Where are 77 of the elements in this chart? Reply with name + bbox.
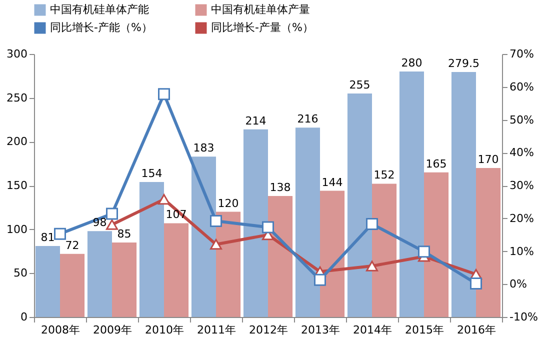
- y-tick-label: 250: [6, 91, 28, 104]
- data-label: 170: [478, 152, 499, 166]
- point: [418, 246, 430, 258]
- point: [210, 239, 222, 250]
- data-label: 152: [374, 168, 395, 182]
- data-label: 72: [65, 238, 80, 252]
- point: [314, 274, 326, 286]
- bar: [347, 93, 372, 317]
- point: [158, 194, 170, 205]
- bar: [139, 182, 164, 317]
- point: [106, 208, 118, 220]
- legend-label: 同比增长-产能（%）: [50, 21, 152, 34]
- x-tick-label: 2009年: [93, 324, 132, 336]
- point: [262, 221, 274, 234]
- data-label: 120: [218, 196, 239, 210]
- bar: [399, 72, 424, 317]
- point: [106, 219, 118, 230]
- x-tick-label: 2015年: [405, 324, 444, 336]
- bar: [424, 172, 449, 317]
- data-label: 165: [426, 157, 447, 170]
- x-tick-label: 2008年: [41, 324, 80, 336]
- point: [54, 228, 66, 240]
- data-label: 216: [297, 112, 318, 126]
- y2-tick-label: -10%: [510, 310, 538, 324]
- y-tick-label: 150: [6, 179, 28, 192]
- legend-label: 中国有机硅单体产量: [211, 3, 310, 16]
- data-label: 98: [92, 216, 107, 230]
- y-tick-label: 200: [6, 135, 28, 148]
- data-label: 85: [117, 227, 132, 240]
- y-tick-label: 300: [6, 48, 28, 60]
- y2-tick-label: 0%: [510, 278, 527, 291]
- bar: [191, 156, 216, 317]
- point: [470, 277, 482, 290]
- bar: [295, 128, 320, 317]
- bar: [164, 223, 189, 317]
- point: [366, 260, 378, 272]
- x-tick-label: 2010年: [145, 324, 184, 336]
- point: [210, 215, 222, 227]
- bar: [268, 196, 293, 317]
- bar: [320, 190, 345, 317]
- x-tick-label: 2013年: [301, 324, 340, 336]
- data-label: 255: [349, 78, 370, 92]
- y-tick-label: 0: [20, 310, 28, 324]
- data-label: 154: [141, 166, 162, 180]
- bar: [60, 254, 85, 317]
- bar: [87, 231, 112, 317]
- point: [158, 88, 170, 100]
- bar: [372, 184, 397, 317]
- legend-label: 同比增长-产量（%）: [211, 21, 314, 34]
- x-tick-label: 2014年: [353, 324, 392, 336]
- data-label: 279.5: [448, 56, 480, 70]
- bar: [476, 168, 501, 317]
- legend-label: 中国有机硅单体产能: [50, 3, 149, 16]
- y2-tick-label: 50%: [510, 113, 534, 126]
- data-label: 138: [270, 181, 291, 194]
- bar: [243, 129, 268, 317]
- bar: [216, 212, 241, 317]
- y2-tick-label: 20%: [510, 212, 534, 225]
- data-label: 214: [245, 114, 266, 128]
- y2-tick-label: 60%: [510, 80, 534, 94]
- x-tick-label: 2011年: [197, 324, 236, 336]
- y2-tick-label: 30%: [510, 179, 534, 192]
- x-tick-label: 2016年: [457, 324, 496, 336]
- point: [366, 218, 378, 230]
- y2-tick-label: 40%: [510, 146, 534, 160]
- bar: [35, 246, 60, 317]
- x-tick-label: 2012年: [249, 324, 288, 336]
- y-tick-label: 100: [6, 222, 28, 236]
- y2-tick-label: 10%: [510, 244, 534, 258]
- bar: [112, 242, 137, 317]
- data-label: 183: [193, 142, 214, 155]
- bar: [451, 72, 476, 317]
- data-label: 144: [322, 176, 343, 189]
- data-label: 81: [40, 230, 55, 244]
- y-tick-label: 50: [14, 266, 28, 280]
- data-label: 280: [401, 56, 422, 70]
- y2-tick-label: 70%: [510, 48, 534, 60]
